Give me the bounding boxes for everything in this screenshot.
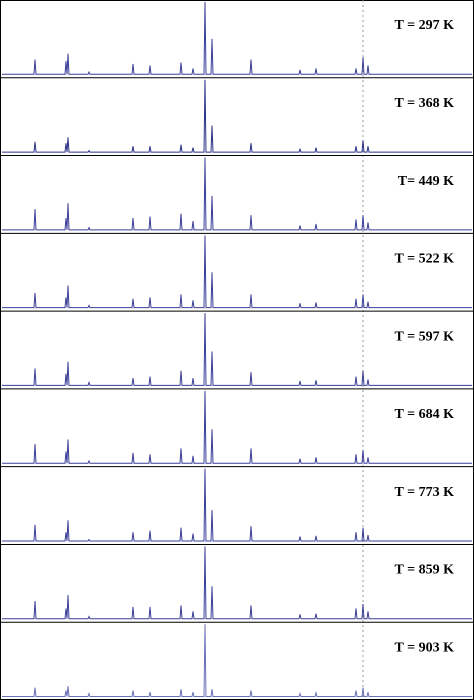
temperature-label: T = 684 K <box>395 407 455 422</box>
spectrum-line <box>2 235 472 309</box>
spectrum-line <box>2 390 472 464</box>
spectrum-line <box>2 79 472 153</box>
spectrum-line <box>2 468 472 542</box>
spectrum-line <box>2 1 472 75</box>
temperature-label: T= 449 K <box>398 174 454 189</box>
spectrum-line <box>2 546 472 620</box>
spectrum-line <box>2 313 472 386</box>
temperature-label: T = 773 K <box>395 485 455 500</box>
spectrum-line <box>2 157 472 231</box>
temperature-label: T = 903 K <box>395 640 455 655</box>
spectrum-line <box>2 624 472 698</box>
temperature-label: T = 368 K <box>395 96 455 111</box>
temperature-label: T = 859 K <box>395 563 455 578</box>
temperature-label: T = 297 K <box>395 18 455 33</box>
temperature-label: T = 522 K <box>395 252 455 267</box>
temperature-label: T = 597 K <box>395 329 455 344</box>
